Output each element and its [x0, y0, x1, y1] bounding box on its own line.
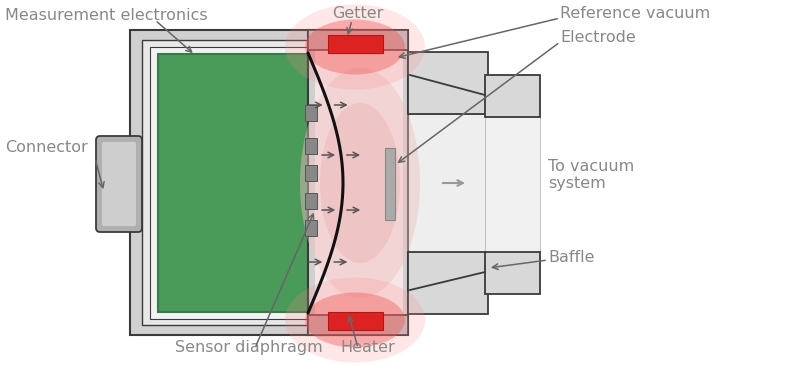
Text: Measurement electronics: Measurement electronics — [5, 8, 208, 23]
Bar — [305, 165, 317, 181]
Bar — [328, 35, 383, 53]
Bar — [130, 30, 365, 335]
Text: Sensor diaphragm: Sensor diaphragm — [175, 340, 322, 355]
Bar — [315, 50, 403, 315]
Text: Baffle: Baffle — [548, 250, 594, 265]
Bar — [305, 138, 317, 154]
Bar — [142, 40, 352, 325]
Bar — [305, 193, 317, 209]
Bar — [150, 47, 345, 319]
Text: Heater: Heater — [341, 340, 395, 355]
Bar — [305, 220, 317, 236]
Text: Getter: Getter — [332, 6, 384, 21]
FancyBboxPatch shape — [102, 142, 136, 226]
Ellipse shape — [305, 292, 405, 347]
Bar — [485, 117, 540, 252]
Ellipse shape — [285, 4, 425, 90]
Ellipse shape — [300, 68, 420, 298]
Bar — [308, 30, 408, 335]
FancyBboxPatch shape — [96, 136, 142, 232]
Bar — [485, 75, 540, 117]
Bar — [408, 252, 488, 314]
Bar — [308, 315, 408, 335]
Text: To vacuum
system: To vacuum system — [548, 159, 634, 191]
Bar — [158, 54, 308, 312]
Text: Reference vacuum: Reference vacuum — [560, 6, 710, 21]
Bar — [385, 148, 395, 220]
Text: Connector: Connector — [5, 141, 88, 156]
Bar — [485, 252, 540, 294]
Bar — [328, 312, 383, 330]
Ellipse shape — [305, 19, 405, 75]
Text: Electrode: Electrode — [560, 30, 636, 45]
Ellipse shape — [285, 277, 425, 362]
Bar — [308, 30, 408, 50]
Bar — [408, 52, 488, 114]
Bar — [408, 114, 488, 252]
Bar — [305, 105, 317, 121]
Ellipse shape — [320, 103, 400, 263]
